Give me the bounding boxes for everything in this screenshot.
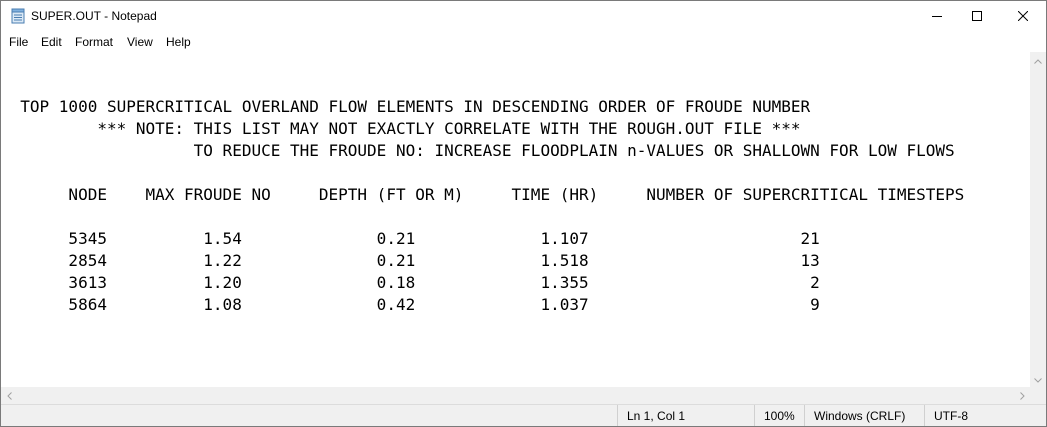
title-bar[interactable]: SUPER.OUT - Notepad <box>1 1 1046 32</box>
editor-line: 2854 1.22 0.21 1.518 13 <box>1 251 820 270</box>
scroll-down-button[interactable] <box>1030 371 1046 387</box>
line-ending: Windows (CRLF) <box>804 405 924 426</box>
chevron-down-icon <box>1034 372 1042 386</box>
menu-file[interactable]: File <box>9 35 29 49</box>
vertical-scrollbar[interactable] <box>1030 52 1046 387</box>
close-icon <box>1017 10 1029 24</box>
zoom-level: 100% <box>754 405 804 426</box>
scrollbar-corner <box>1030 387 1046 404</box>
editor-line: TO REDUCE THE FROUDE NO: INCREASE FLOODP… <box>1 141 955 160</box>
text-editor[interactable]: TOP 1000 SUPERCRITICAL OVERLAND FLOW ELE… <box>1 52 1030 387</box>
editor-line: *** NOTE: THIS LIST MAY NOT EXACTLY CORR… <box>1 119 801 138</box>
cursor-position: Ln 1, Col 1 <box>617 405 754 426</box>
scroll-right-button[interactable] <box>1014 387 1030 404</box>
editor-line: 5345 1.54 0.21 1.107 21 <box>1 229 820 248</box>
minimize-button[interactable] <box>914 1 960 32</box>
minimize-icon <box>932 10 942 24</box>
encoding: UTF-8 <box>924 405 1045 426</box>
menu-help[interactable]: Help <box>166 35 191 49</box>
menu-bar: File Edit Format View Help <box>1 32 1046 52</box>
chevron-up-icon <box>1034 53 1042 67</box>
editor-line: NODE MAX FROUDE NO DEPTH (FT OR M) TIME … <box>1 185 965 204</box>
scroll-up-button[interactable] <box>1030 52 1046 68</box>
chevron-right-icon <box>1019 389 1025 403</box>
menu-edit[interactable]: Edit <box>41 35 62 49</box>
chevron-left-icon <box>6 389 12 403</box>
editor-line: TOP 1000 SUPERCRITICAL OVERLAND FLOW ELE… <box>1 97 811 116</box>
close-button[interactable] <box>1000 1 1046 32</box>
scroll-left-button[interactable] <box>1 387 17 404</box>
editor-line: 3613 1.20 0.18 1.355 2 <box>1 273 820 292</box>
window-title: SUPER.OUT - Notepad <box>31 9 157 23</box>
editor-line: 5864 1.08 0.42 1.037 9 <box>1 295 820 314</box>
notepad-icon[interactable] <box>11 8 25 24</box>
maximize-icon <box>972 10 982 24</box>
maximize-button[interactable] <box>954 1 1000 32</box>
horizontal-scrollbar[interactable] <box>1 387 1030 404</box>
menu-view[interactable]: View <box>127 35 153 49</box>
menu-format[interactable]: Format <box>75 35 114 49</box>
status-bar: Ln 1, Col 1 100% Windows (CRLF) UTF-8 <box>1 404 1046 426</box>
